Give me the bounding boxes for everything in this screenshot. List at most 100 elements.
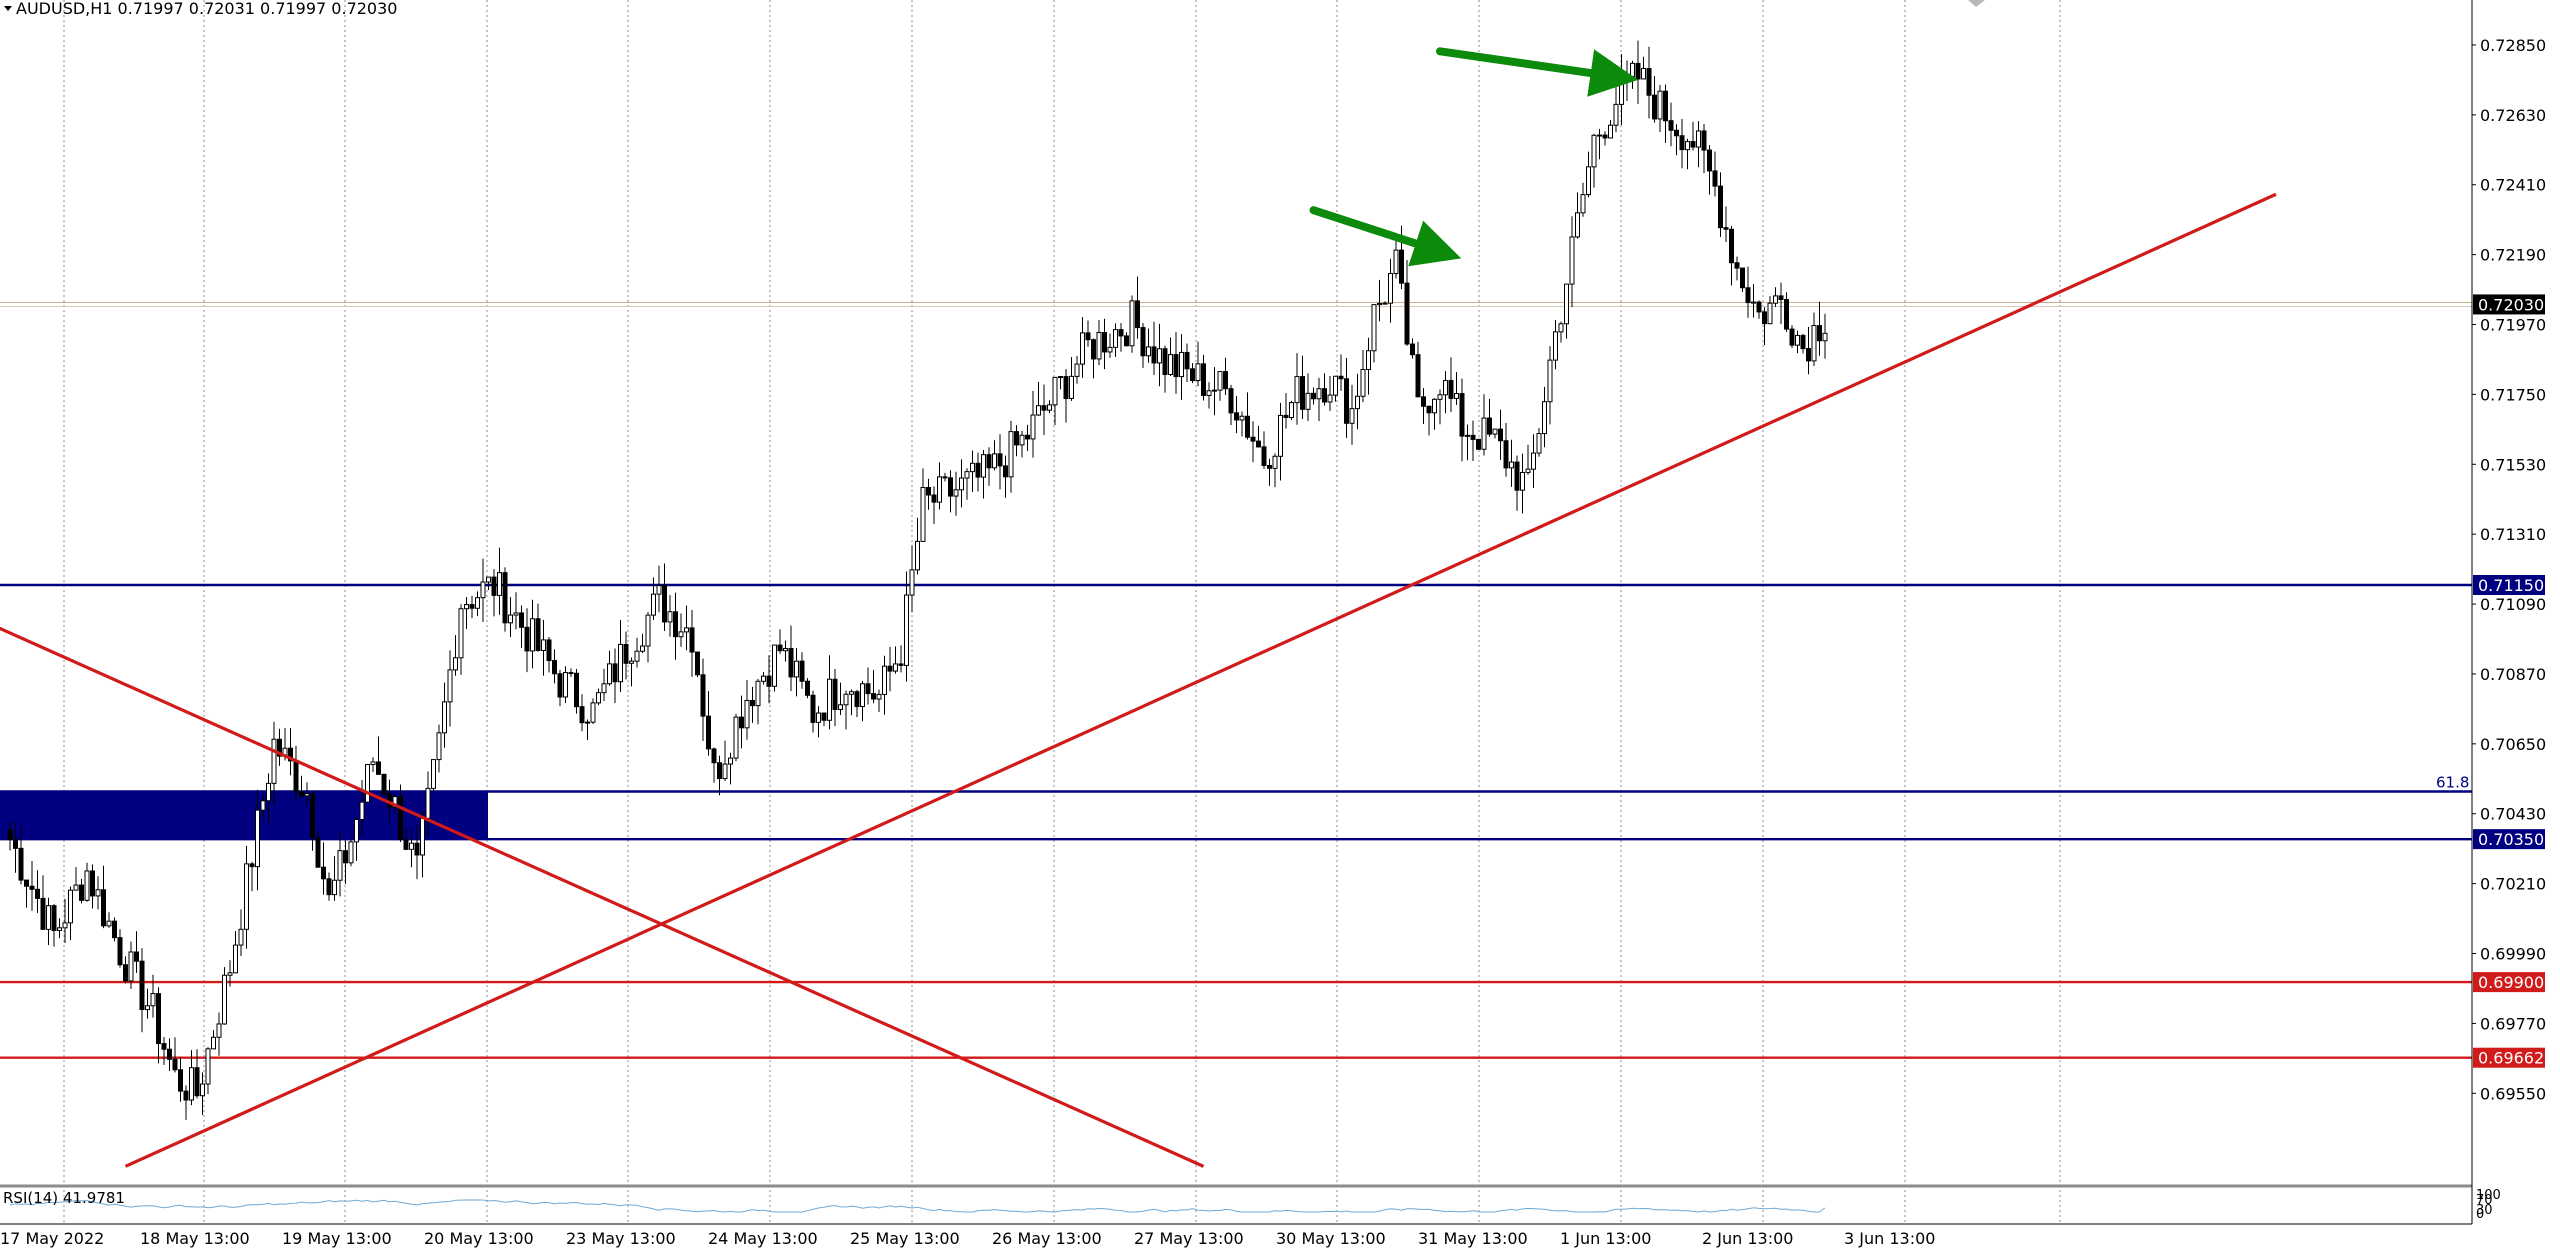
- candle: [739, 695, 744, 749]
- candle: [1074, 356, 1080, 384]
- candle: [744, 680, 750, 740]
- candle: [1289, 400, 1294, 421]
- candle: [7, 822, 13, 851]
- candle: [1487, 398, 1492, 437]
- candle: [1646, 46, 1652, 119]
- candle: [414, 825, 420, 880]
- y-axis-tick-label: 0.72410: [2480, 176, 2546, 195]
- candle: [1789, 325, 1795, 349]
- candle: [46, 897, 51, 946]
- candle: [381, 773, 387, 800]
- candle: [348, 839, 354, 867]
- candle: [1690, 121, 1696, 151]
- candle: [403, 827, 409, 851]
- candle: [1091, 338, 1096, 379]
- candle: [678, 613, 684, 647]
- candle: [1443, 371, 1448, 414]
- candle: [1360, 350, 1366, 403]
- candle: [799, 652, 805, 689]
- price-level-tag-label: 0.69662: [2478, 1049, 2544, 1068]
- candle: [150, 974, 156, 1018]
- candle: [464, 597, 469, 629]
- candle: [1536, 428, 1542, 457]
- symbol-info-label: AUDUSD,H1 0.71997 0.72031 0.71997 0.7203…: [16, 0, 397, 18]
- candle: [1404, 260, 1410, 346]
- rsi-indicator-panel[interactable]: [0, 1184, 2472, 1213]
- candle: [997, 434, 1003, 490]
- candle: [1657, 85, 1663, 132]
- candle: [832, 668, 838, 727]
- candle: [948, 470, 953, 513]
- annotation-arrow[interactable]: [1436, 47, 1639, 97]
- candle-layer: [7, 40, 1828, 1120]
- y-axis-tick-label: 0.71750: [2480, 385, 2546, 404]
- candle: [73, 867, 79, 891]
- x-axis-tick-label: 30 May 13:00: [1276, 1229, 1386, 1248]
- candle: [1652, 76, 1657, 123]
- candle: [18, 826, 24, 885]
- dropdown-triangle-icon[interactable]: [4, 6, 12, 11]
- candle: [1751, 284, 1756, 318]
- x-axis-tick-label: 2 Jun 13:00: [1702, 1229, 1793, 1248]
- trendline[interactable]: [0, 623, 1205, 1168]
- candle: [1184, 343, 1190, 383]
- candle: [183, 1085, 189, 1120]
- candle: [1063, 369, 1069, 423]
- candle: [574, 669, 579, 714]
- candle: [244, 846, 249, 949]
- candle: [40, 875, 46, 930]
- candle: [453, 635, 458, 676]
- candle: [106, 912, 112, 928]
- candle: [24, 879, 29, 908]
- candle: [1355, 373, 1360, 430]
- candle: [772, 644, 777, 692]
- candle: [1602, 131, 1608, 146]
- shift-marker-icon[interactable]: [1968, 0, 1985, 7]
- candle: [689, 609, 695, 677]
- candle: [882, 655, 887, 715]
- trendline[interactable]: [124, 192, 2277, 1168]
- candle: [667, 595, 673, 637]
- candle: [216, 1012, 222, 1056]
- candle: [1586, 151, 1591, 198]
- y-axis-tick-label: 0.71530: [2480, 455, 2546, 474]
- candle: [1151, 321, 1157, 376]
- candle: [1025, 424, 1030, 451]
- annotation-arrow-layer[interactable]: [1309, 47, 1639, 267]
- annotation-arrow[interactable]: [1309, 206, 1462, 267]
- candle: [1118, 323, 1124, 352]
- candle: [535, 603, 541, 652]
- candle: [1558, 321, 1564, 343]
- candle: [623, 631, 629, 680]
- trendline-layer[interactable]: [0, 192, 2277, 1168]
- candle: [1547, 346, 1553, 425]
- candle: [887, 646, 893, 692]
- candle: [1168, 337, 1173, 377]
- candle: [1465, 424, 1470, 461]
- candle: [1245, 392, 1250, 440]
- candle: [876, 689, 882, 712]
- supply-zone-rect[interactable]: [0, 791, 488, 840]
- candle: [1531, 434, 1536, 489]
- candle: [1322, 373, 1327, 406]
- candle: [1745, 266, 1751, 318]
- candle: [1382, 301, 1388, 305]
- candle: [271, 721, 277, 806]
- price-level-tag: [2473, 829, 2545, 850]
- candle: [1712, 151, 1718, 197]
- candle: [249, 861, 255, 892]
- candle: [777, 629, 783, 654]
- price-level-tag-label: 0.69900: [2478, 973, 2544, 992]
- candle: [1157, 323, 1162, 387]
- candle: [1641, 56, 1646, 80]
- candle: [673, 592, 678, 660]
- y-axis-tick-label: 0.69770: [2480, 1014, 2546, 1033]
- candle: [1767, 296, 1773, 325]
- level-layer[interactable]: [0, 301, 2472, 1059]
- candle: [1217, 371, 1223, 401]
- rsi-label: RSI(14) 41.9781: [3, 1189, 125, 1207]
- candle: [315, 831, 321, 868]
- candle: [904, 571, 909, 682]
